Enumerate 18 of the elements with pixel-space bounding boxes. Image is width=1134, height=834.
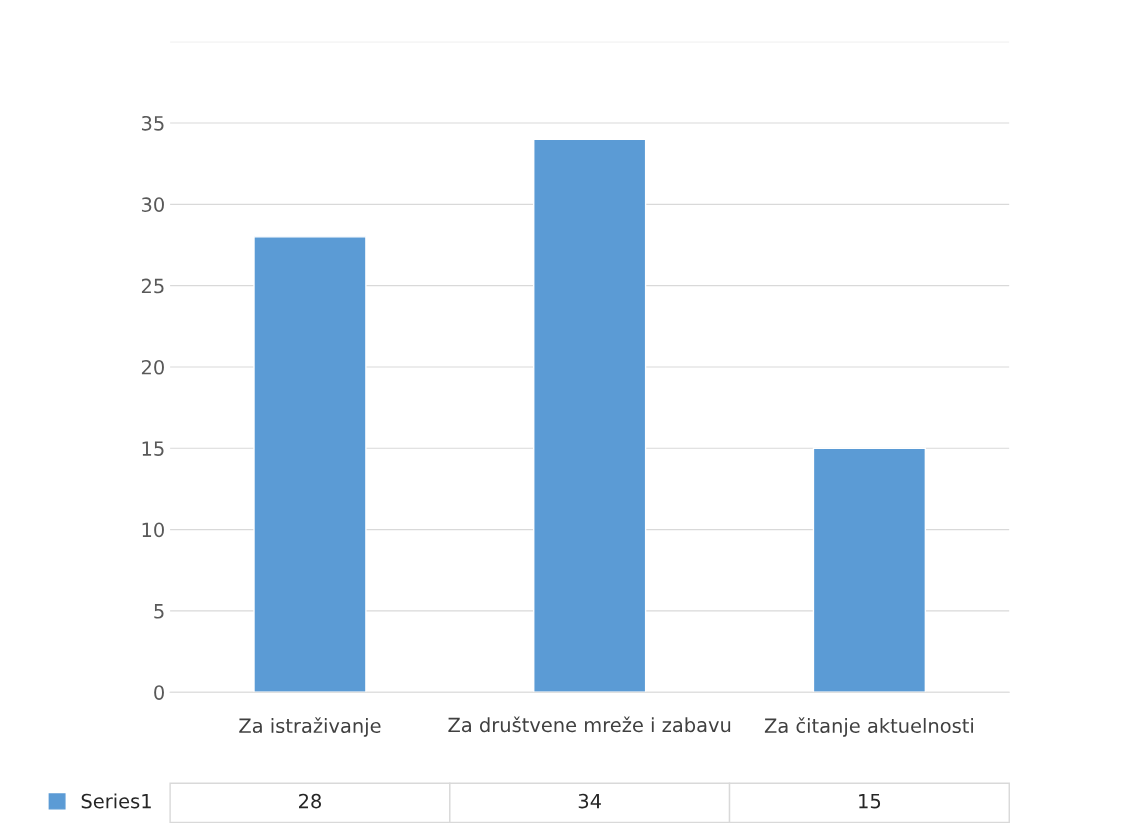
y-tick-label: 5 — [154, 604, 164, 619]
y-tick-label: 10 — [142, 522, 164, 538]
bar — [812, 447, 927, 693]
bar — [253, 236, 367, 693]
y-tick-label: 20 — [141, 359, 164, 375]
y-tick-label: 0 — [154, 685, 164, 700]
y-tick-label: 25 — [141, 278, 164, 294]
data-label: 15 — [859, 794, 881, 809]
y-tick-label: 35 — [141, 115, 164, 131]
x-tick-label: Za istraživanje — [239, 717, 381, 737]
bar — [533, 138, 647, 693]
data-label: 28 — [299, 793, 321, 809]
y-tick-label: 15 — [142, 441, 164, 456]
legend-label: Series1 — [81, 793, 151, 809]
data-label: 34 — [578, 793, 601, 809]
y-tick-label: 30 — [141, 197, 164, 212]
x-tick-label: Za čitanje aktuelnosti — [764, 717, 973, 737]
x-tick-label: Za društvene mreže i zabavu — [448, 716, 731, 733]
